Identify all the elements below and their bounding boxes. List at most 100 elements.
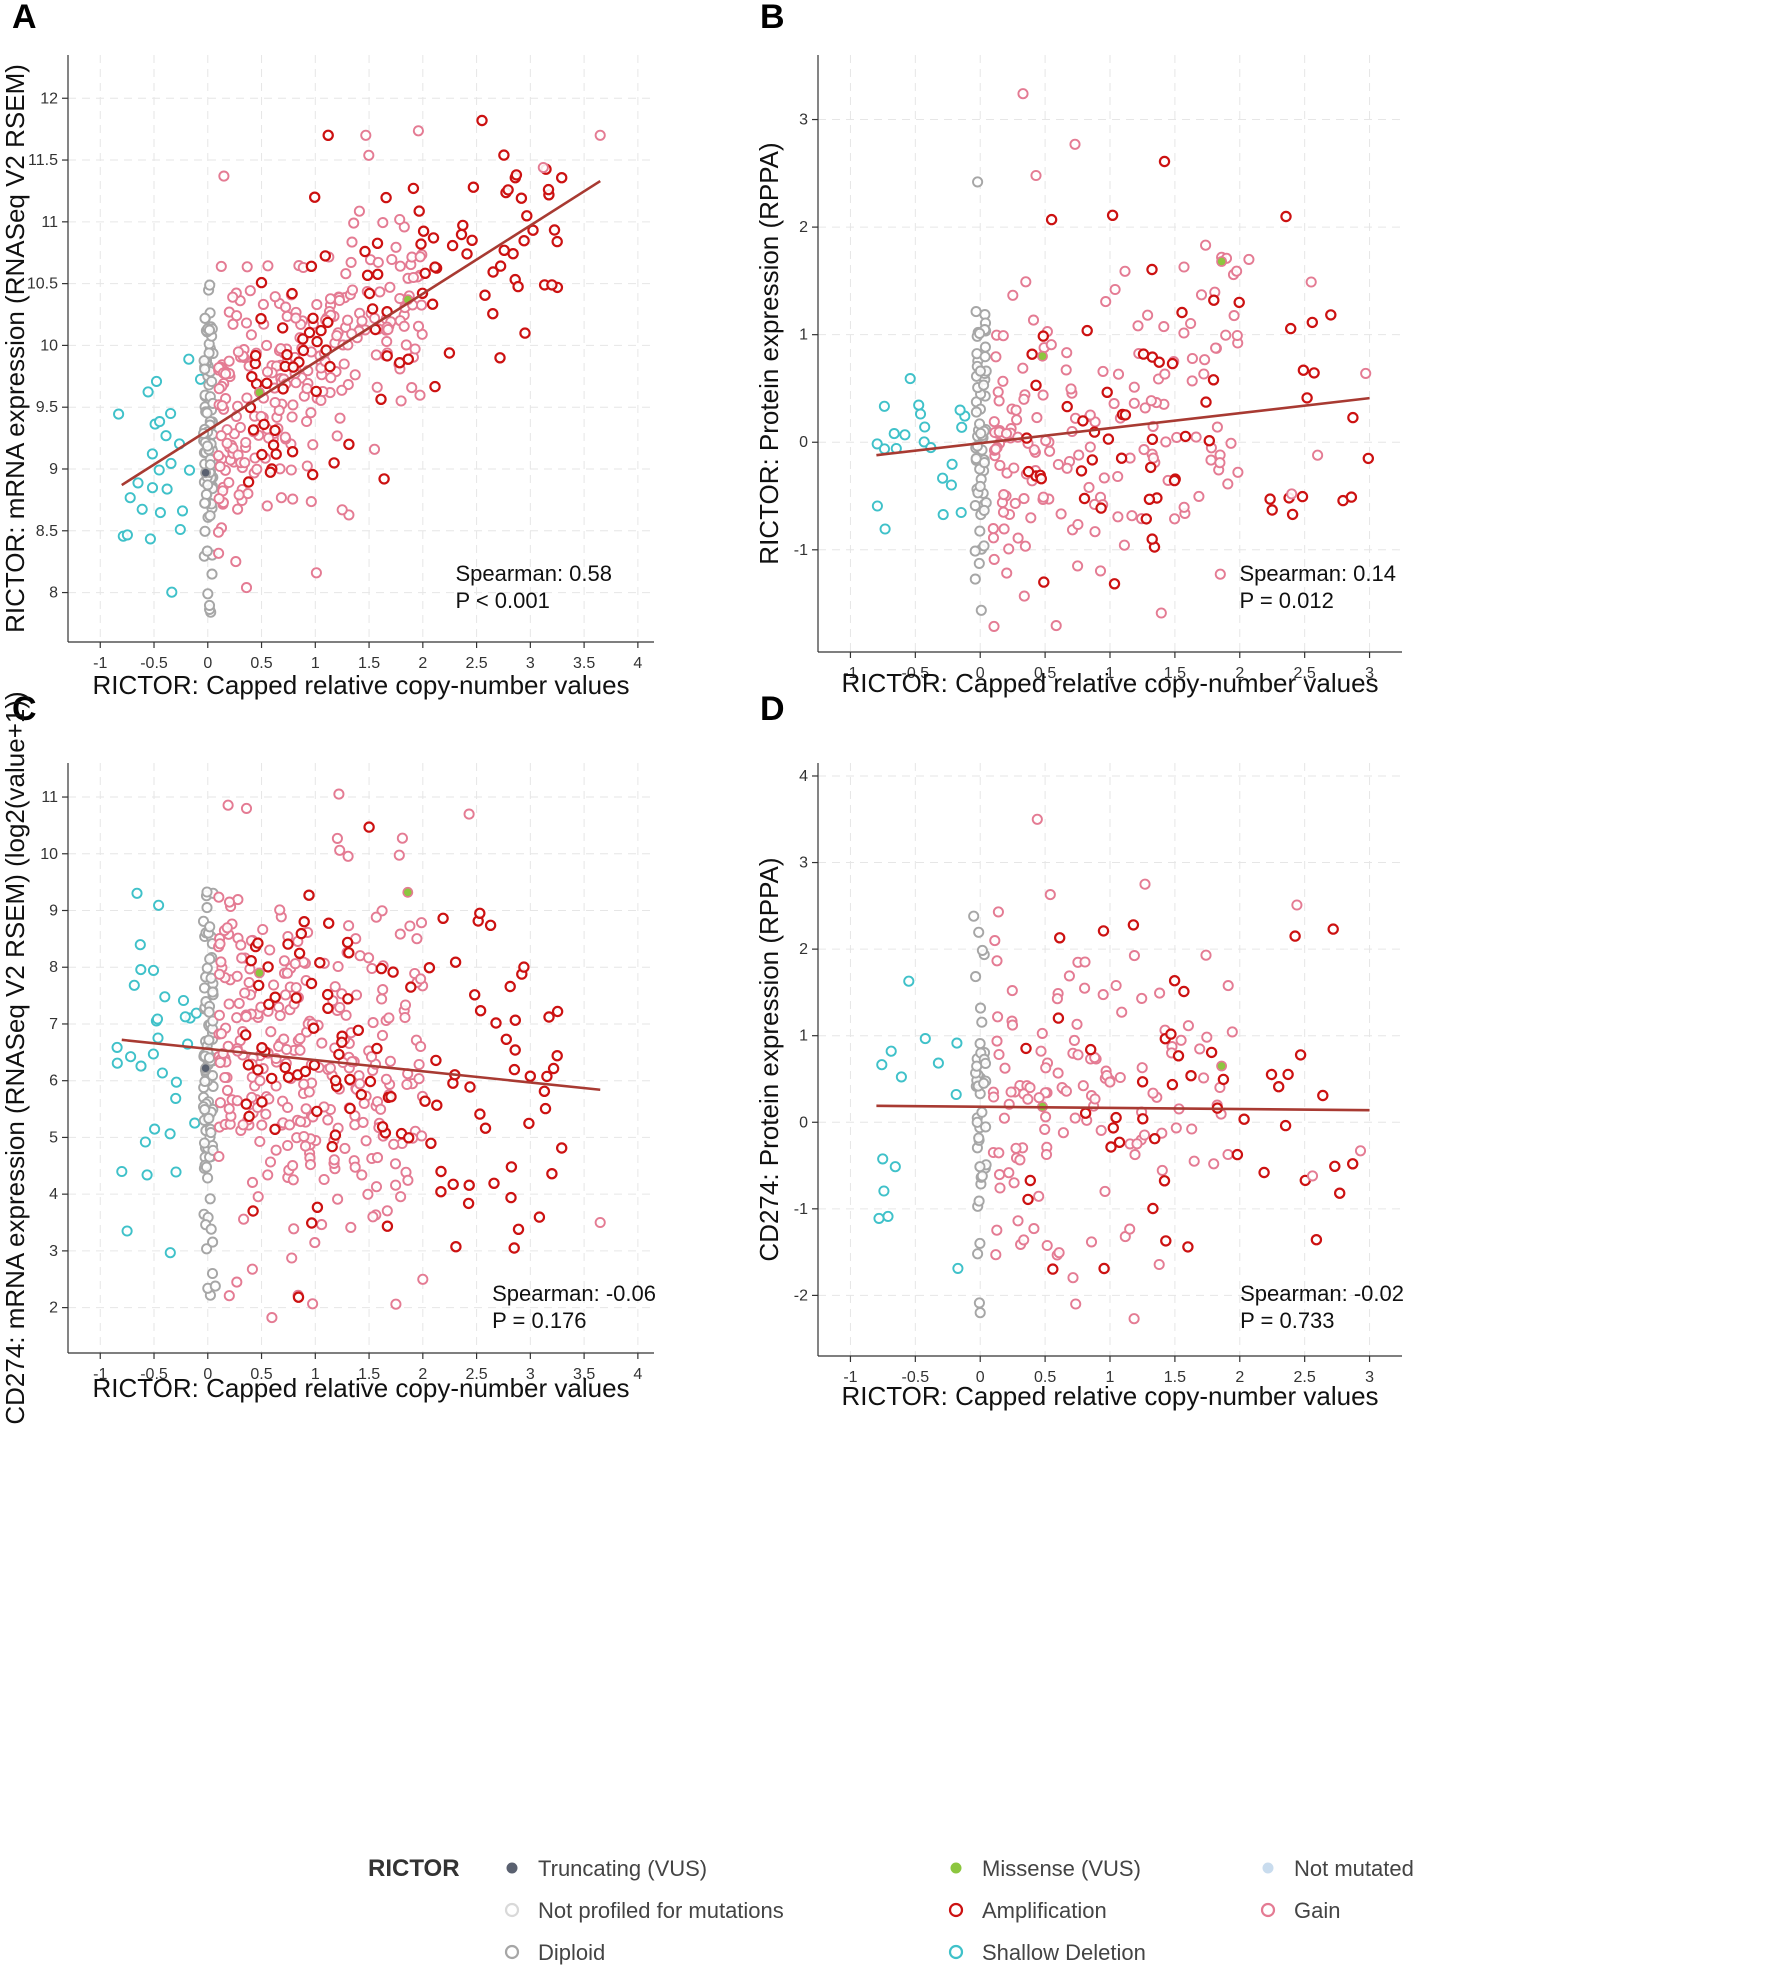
point-gain	[375, 1103, 387, 1115]
point-gain	[384, 281, 396, 293]
point-gain	[360, 129, 372, 141]
point-gain	[261, 339, 273, 351]
point-diploid	[976, 1170, 988, 1182]
point-gain	[290, 982, 302, 994]
point-gain	[1198, 368, 1210, 380]
point-diploid	[974, 1307, 986, 1319]
point-gain	[310, 567, 322, 579]
point-gain	[282, 1101, 294, 1114]
point-diploid	[206, 1267, 219, 1280]
point-amplification	[1081, 324, 1093, 337]
point-gain	[1178, 501, 1190, 513]
point-diploid	[199, 525, 211, 537]
point-gain	[1222, 1148, 1234, 1161]
point-shallow-deletion	[878, 443, 891, 455]
point-amplification	[542, 183, 555, 196]
point-gain	[400, 339, 412, 351]
point-gain	[334, 844, 346, 856]
point-diploid	[978, 504, 990, 516]
point-amplification	[1106, 209, 1119, 221]
point-gain	[356, 1169, 368, 1181]
point-diploid	[974, 1161, 986, 1173]
point-amplification	[1037, 330, 1050, 342]
point-gain	[262, 260, 274, 272]
point-shallow-deletion	[121, 529, 133, 541]
point-gain	[371, 381, 383, 393]
x-tick-label: 3	[526, 1366, 535, 1383]
point-gain	[284, 1119, 296, 1131]
point-gain	[252, 1191, 264, 1203]
point-gain	[340, 1009, 352, 1021]
legend-item-shallow-deletion: Shallow Deletion	[948, 1940, 1146, 1965]
point-gain	[305, 407, 317, 419]
panel-d: D -1 -0.5 0 0.5 1 1.5 2 2.5 3 -2 -1 0 1 2 3 4 RICTOR: Cap…	[754, 690, 1404, 1411]
regression-line	[876, 396, 1370, 457]
point-amplification	[336, 1036, 348, 1049]
point-gain	[281, 967, 293, 979]
point-amplification	[1146, 433, 1159, 445]
point-gain	[406, 382, 418, 394]
point-amplification	[1079, 1107, 1092, 1119]
point-gain	[213, 547, 225, 559]
point-gain	[348, 217, 360, 229]
point-amplification	[282, 1071, 295, 1083]
point-diploid	[209, 1280, 221, 1292]
y-tick-label: 11.5	[28, 152, 58, 169]
y-tick-label: 2	[799, 941, 808, 958]
point-gain	[234, 421, 246, 433]
point-gain	[279, 431, 291, 443]
point-amplification	[1176, 306, 1188, 319]
point-gain	[349, 1161, 361, 1173]
point-diploid	[973, 557, 985, 569]
point-diploid	[206, 568, 218, 580]
point-amplification	[546, 279, 558, 291]
point-amplification	[1024, 1174, 1037, 1187]
point-gain	[1008, 1177, 1020, 1189]
point-gain	[381, 335, 393, 348]
point-gain	[342, 314, 354, 326]
point-gain	[213, 1009, 225, 1021]
y-tick-label: 1	[799, 327, 808, 344]
point-amplification	[311, 1105, 323, 1118]
x-tick-label: 2.5	[465, 1366, 487, 1383]
point-diploid	[976, 1106, 988, 1118]
point-amplification	[1166, 357, 1179, 370]
point-gain	[1027, 314, 1040, 326]
point-gain	[377, 217, 389, 229]
point-gain	[1160, 436, 1172, 448]
point-amplification	[264, 466, 277, 478]
point-shallow-deletion	[183, 353, 195, 365]
point-shallow-deletion	[877, 1153, 889, 1165]
point-shallow-deletion	[945, 479, 957, 491]
point-gain	[1138, 444, 1150, 456]
point-gain	[366, 962, 378, 975]
point-diploid	[206, 1070, 219, 1082]
point-gain	[389, 1158, 402, 1170]
point-diploid	[204, 510, 216, 522]
point-amplification	[307, 468, 319, 481]
point-diploid	[973, 1297, 985, 1309]
y-tick-label: 7	[49, 1016, 58, 1033]
point-shallow-deletion	[955, 506, 967, 519]
point-gain	[1003, 1167, 1015, 1179]
point-gain	[343, 920, 355, 932]
point-gain	[1112, 368, 1125, 380]
point-amplification	[1294, 1049, 1307, 1061]
point-amplification	[322, 129, 334, 141]
point-gain	[242, 488, 254, 500]
point-amplification	[457, 219, 469, 232]
point-shallow-deletion	[164, 1128, 176, 1140]
point-shallow-deletion	[111, 1041, 123, 1053]
point-amplification	[1166, 1078, 1179, 1091]
point-gain	[295, 1116, 307, 1128]
point-amplification	[308, 1022, 320, 1034]
point-gain	[1186, 1123, 1198, 1135]
p-value-label: P = 0.733	[1240, 1308, 1334, 1333]
point-diploid	[973, 926, 985, 938]
point-gain	[1138, 1129, 1151, 1141]
x-tick-label: -0.5	[140, 655, 168, 672]
point-shallow-deletion	[895, 1071, 907, 1083]
point-gain	[222, 799, 234, 811]
point-diploid	[201, 962, 213, 974]
point-gain	[1085, 1236, 1098, 1248]
